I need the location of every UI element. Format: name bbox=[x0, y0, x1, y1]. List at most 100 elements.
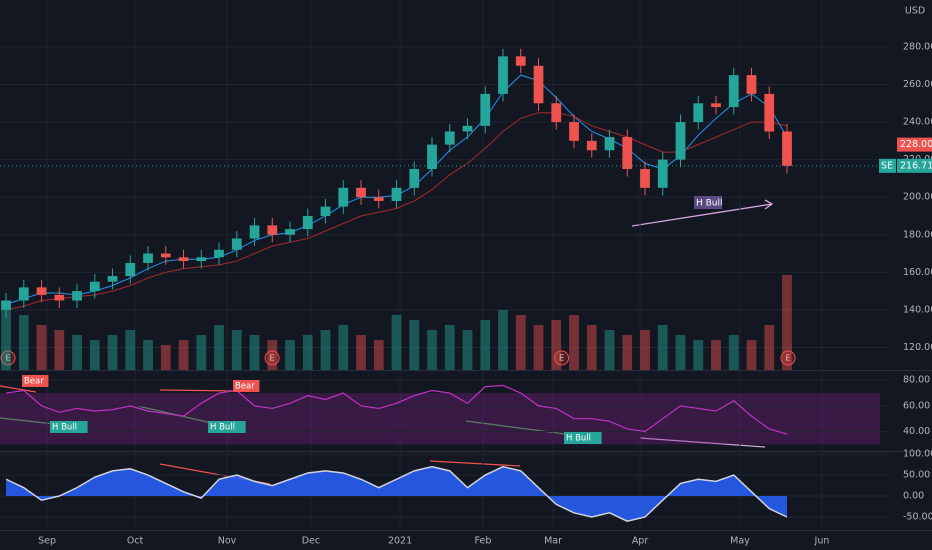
candle-body bbox=[89, 281, 100, 292]
volume-bar bbox=[515, 315, 526, 370]
candle-body bbox=[160, 253, 171, 258]
volume-bar bbox=[196, 335, 207, 370]
volume-bar bbox=[72, 335, 82, 370]
x-tick-label: Sep bbox=[38, 536, 56, 547]
price-label: 228.00 bbox=[900, 139, 932, 150]
volume-bar bbox=[657, 325, 668, 370]
candle-body bbox=[143, 253, 153, 263]
volume-bar bbox=[249, 335, 260, 370]
volume-bar bbox=[693, 340, 704, 370]
annotation-box bbox=[564, 432, 602, 444]
candle-body bbox=[18, 287, 29, 301]
volume-bar bbox=[373, 340, 384, 370]
x-tick-label: Jun bbox=[814, 536, 830, 547]
volume-bar bbox=[711, 340, 721, 370]
earnings-label: E bbox=[5, 354, 10, 363]
volume-bar bbox=[551, 320, 562, 370]
annotation: Bear bbox=[24, 377, 44, 387]
volume-bar bbox=[782, 275, 792, 370]
currency: USD bbox=[905, 6, 925, 17]
candle-body bbox=[72, 291, 82, 301]
candle-body bbox=[125, 262, 136, 277]
candle-body bbox=[356, 187, 366, 198]
volume-bar bbox=[586, 325, 597, 370]
volume-bar bbox=[1, 310, 11, 370]
annotation: Bear bbox=[235, 382, 255, 392]
volume-bar bbox=[640, 330, 650, 370]
candle-body bbox=[711, 103, 721, 108]
symbol-box bbox=[879, 158, 896, 173]
candle-body bbox=[409, 169, 420, 188]
y-tick-label: 160.00 bbox=[903, 267, 932, 278]
divergence-line bbox=[631, 203, 773, 227]
annotation-box bbox=[50, 421, 88, 433]
candle-body bbox=[54, 294, 65, 301]
candle-body bbox=[675, 122, 686, 160]
x-tick-label: Dec bbox=[302, 536, 320, 547]
volume-bar bbox=[391, 315, 402, 370]
volume-bar bbox=[267, 340, 278, 370]
earnings-marker bbox=[0, 350, 16, 366]
candle-body bbox=[1, 300, 11, 310]
oscillator-area bbox=[6, 466, 787, 522]
y-tick-label: 0.00 bbox=[903, 491, 924, 502]
y-tick-label: 50.00 bbox=[903, 470, 930, 481]
annotation: H Bull bbox=[52, 423, 77, 433]
volume-bar bbox=[533, 325, 544, 370]
volume-bar bbox=[746, 340, 757, 370]
x-tick-label: Mar bbox=[544, 536, 562, 547]
divergence-line bbox=[159, 389, 241, 392]
candle-body bbox=[782, 131, 792, 166]
earnings-label: E bbox=[786, 354, 791, 363]
x-tick-label: May bbox=[730, 536, 750, 547]
volume-bar bbox=[36, 325, 47, 370]
candle-body bbox=[693, 103, 704, 123]
indicator-line bbox=[5, 112, 788, 311]
oscillator-line bbox=[5, 465, 788, 522]
volume-bar bbox=[480, 320, 491, 370]
candle-body bbox=[107, 276, 118, 282]
annotation: H Bull bbox=[696, 199, 723, 209]
earnings-label: E bbox=[559, 354, 564, 363]
candle-body bbox=[604, 137, 615, 151]
candle-body bbox=[515, 56, 526, 66]
candle-body bbox=[391, 187, 402, 201]
volume-bar bbox=[231, 330, 242, 370]
annotation: H Bull bbox=[210, 423, 235, 433]
candle-body bbox=[498, 56, 508, 94]
candle-body bbox=[569, 122, 579, 141]
candle-body bbox=[302, 215, 313, 230]
volume-bar bbox=[604, 330, 615, 370]
price-label: 216.71 bbox=[900, 160, 932, 171]
candle-body bbox=[231, 238, 242, 250]
candle-body bbox=[622, 137, 633, 170]
candle-body bbox=[178, 257, 189, 262]
volume-bar bbox=[462, 330, 473, 370]
volume-bar bbox=[409, 320, 420, 370]
candle-body bbox=[338, 187, 349, 207]
volume-bar bbox=[320, 330, 331, 370]
volume-bar bbox=[125, 330, 136, 370]
volume-bar bbox=[107, 335, 118, 370]
candle-body bbox=[285, 229, 295, 235]
volume-bar bbox=[160, 345, 171, 370]
symbol: SE bbox=[881, 160, 893, 171]
y-tick-label: 240.00 bbox=[903, 117, 932, 128]
candle-body bbox=[480, 93, 491, 126]
divergence-line bbox=[429, 460, 521, 467]
earnings-label: E bbox=[270, 354, 275, 363]
y-tick-label: 100.00 bbox=[903, 449, 932, 460]
annotation-box bbox=[233, 380, 260, 392]
annotation-box bbox=[694, 196, 722, 209]
y-tick-label: 140.00 bbox=[903, 304, 932, 315]
candle-body bbox=[267, 225, 278, 235]
candle-body bbox=[728, 75, 739, 108]
volume-bar bbox=[356, 335, 366, 370]
y-tick-label: 120.00 bbox=[903, 342, 932, 353]
x-tick-label: 2021 bbox=[388, 536, 412, 547]
volume-bar bbox=[622, 335, 633, 370]
candle-body bbox=[320, 206, 331, 216]
candle-body bbox=[196, 257, 207, 262]
candle-body bbox=[746, 75, 757, 94]
candle-body bbox=[462, 125, 473, 132]
